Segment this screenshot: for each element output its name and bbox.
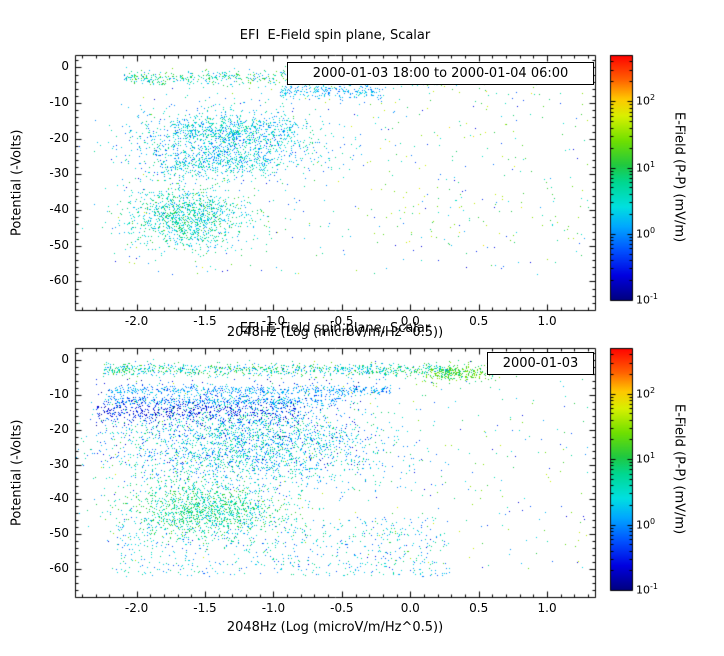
x-tick-label: -1.0 <box>261 601 286 615</box>
x-tick-label: 1.0 <box>537 601 557 615</box>
x-tick-label: -2.0 <box>124 314 149 328</box>
y-tick-label: -20 <box>49 421 69 436</box>
chart2-title: EFI E-Field spin plane, Scalar <box>239 321 431 336</box>
x-tick-label: -1.5 <box>193 601 217 615</box>
chart1-colorbar-label: E-Field (P-P) (mV/m) <box>671 112 687 243</box>
colorbar-tick-label: 10-1 <box>636 292 658 307</box>
y-tick-label: -50 <box>49 237 69 252</box>
y-tick-label: -40 <box>49 491 69 506</box>
x-tick-label: -2.0 <box>124 601 149 615</box>
chart2-legend-label: 2000-01-03 <box>502 356 579 371</box>
x-tick-label: -1.0 <box>261 314 286 328</box>
x-tick-label: 0.5 <box>469 601 489 615</box>
colorbar-tick-label: 100 <box>636 225 656 241</box>
x-tick-label: 0.5 <box>469 314 489 328</box>
x-tick-label: -0.5 <box>330 601 354 615</box>
y-tick-label: -40 <box>49 202 69 217</box>
chart2-x-axis-label: 2048Hz (Log (microV/m/Hz^0.5)) <box>226 620 444 635</box>
colorbar-tick-label: 100 <box>636 516 656 532</box>
colorbar-tick-label: 10-1 <box>636 582 658 597</box>
x-tick-label: -0.5 <box>330 314 354 328</box>
chart1-x-axis-label: 2048Hz (Log (microV/m/Hz^0.5)) <box>226 325 444 340</box>
y-tick-label: 0 <box>61 352 69 367</box>
y-tick-label: -20 <box>49 130 69 145</box>
chart1-legend-label: 2000-01-03 18:00 to 2000-01-04 06:00 <box>312 66 569 81</box>
colorbar-tick-label: 102 <box>636 93 656 108</box>
chart2-colorbar-label: E-Field (P-P) (mV/m) <box>671 403 687 535</box>
chart1-legend-box: 2000-01-03 18:00 to 2000-01-04 06:00 <box>287 62 594 85</box>
x-tick-label: 0.0 <box>400 601 420 615</box>
chart1-title: EFI E-Field spin plane, Scalar <box>239 28 431 43</box>
y-tick-label: -30 <box>49 456 69 471</box>
colorbar-tick-label: 101 <box>636 451 656 466</box>
y-tick-label: 0 <box>61 59 69 74</box>
colorbar-tick-label: 101 <box>636 159 656 175</box>
x-tick-label: 0.0 <box>400 314 420 328</box>
y-tick-label: -60 <box>49 273 69 288</box>
x-tick-label: 1.0 <box>537 314 557 328</box>
chart2-y-axis-label: Potential (-Volts) <box>9 419 25 526</box>
colorbar-tick-label: 102 <box>636 385 656 401</box>
chart1-y-axis-label: Potential (-Volts) <box>9 129 25 236</box>
y-tick-label: -10 <box>49 95 69 110</box>
y-tick-label: -10 <box>49 387 69 401</box>
y-tick-label: -60 <box>49 561 69 576</box>
y-tick-label: -30 <box>49 166 69 181</box>
y-tick-label: -50 <box>49 526 69 541</box>
chart2-legend-box: 2000-01-03 <box>487 352 594 375</box>
x-tick-label: -1.5 <box>193 314 217 328</box>
